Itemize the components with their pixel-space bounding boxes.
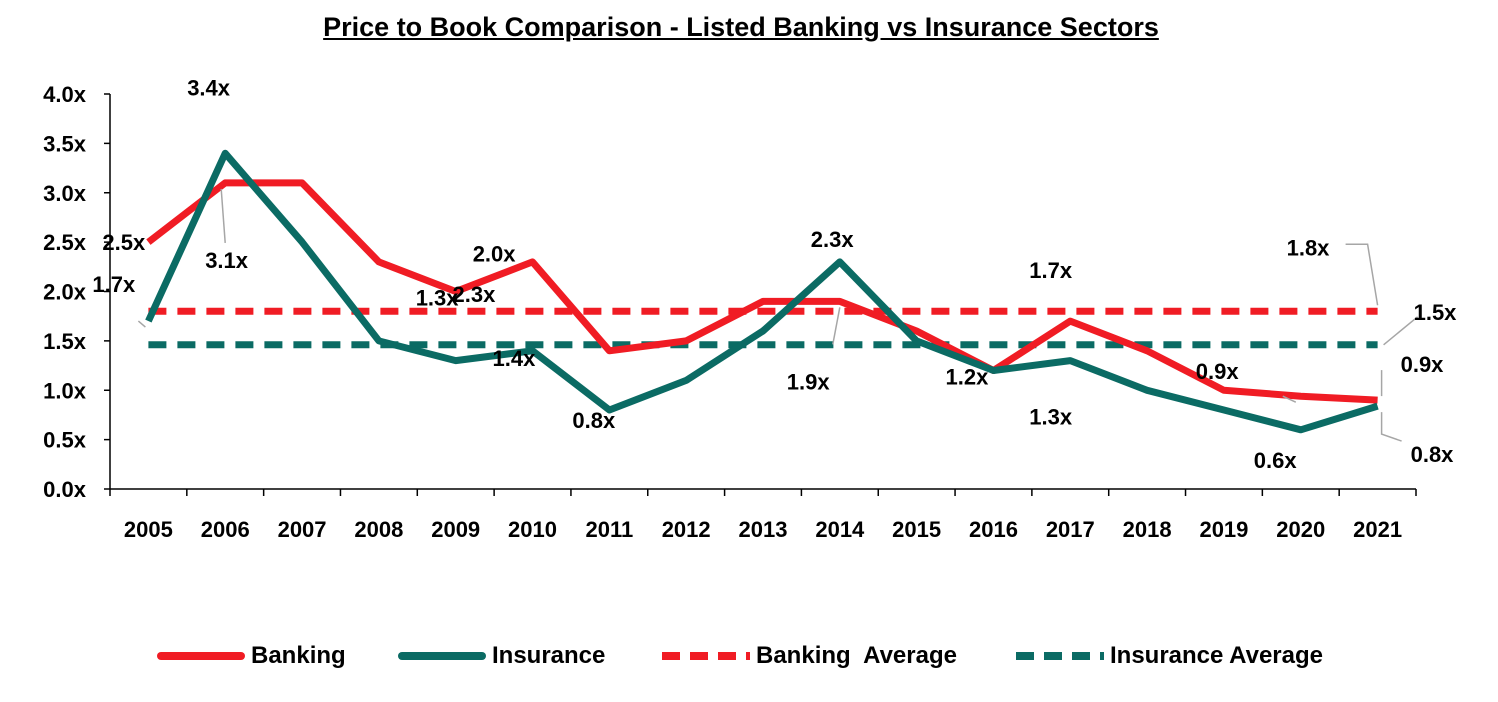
y-tick-label: 1.0x xyxy=(43,378,87,403)
y-tick-label: 3.5x xyxy=(43,131,87,156)
x-tick-label: 2007 xyxy=(278,517,327,542)
y-tick-label: 4.0x xyxy=(43,82,87,107)
data-label: 0.9x xyxy=(1196,359,1240,384)
line-chart: 0.0x 0.5x 1.0x 1.5x 2.0x 2.5x 3.0x 3.5x 4.0x 2005… xyxy=(43,75,1458,542)
legend-item-insurance-average: Insurance Average xyxy=(1016,636,1323,676)
data-label: 1.9x xyxy=(787,369,831,394)
y-tick-label: 1.5x xyxy=(43,329,87,354)
axes: 0.0x 0.5x 1.0x 1.5x 2.0x 2.5x 3.0x 3.5x 4.0x 2005… xyxy=(43,82,1417,542)
x-tick-label: 2013 xyxy=(739,517,788,542)
x-tick-label: 2005 xyxy=(124,517,173,542)
leader-line xyxy=(1282,395,1297,403)
series-line-banking xyxy=(146,179,1378,404)
legend-swatch-insurance-average xyxy=(1016,652,1104,660)
data-label: 3.1x xyxy=(205,248,249,273)
leader-line xyxy=(220,188,226,243)
data-label: 2.3x xyxy=(453,282,497,307)
data-label: 2.0x xyxy=(473,242,517,267)
data-label: 2.5x xyxy=(102,230,146,255)
legend-item-insurance: Insurance xyxy=(398,636,605,676)
legend-label-banking-average: Banking Average xyxy=(756,642,957,669)
series-lines xyxy=(145,149,1379,434)
x-tick-label: 2011 xyxy=(585,517,633,542)
y-tick-label: 2.5x xyxy=(43,230,87,255)
y-tick-label: 0.0x xyxy=(43,477,87,502)
leader-line xyxy=(1383,316,1419,346)
data-label: 1.8x xyxy=(1287,235,1331,260)
data-label: 0.8x xyxy=(1411,442,1455,467)
x-tick-label: 2008 xyxy=(354,517,403,542)
x-tick-label: 2019 xyxy=(1199,517,1248,542)
legend-label-insurance-average: Insurance Average xyxy=(1110,642,1323,669)
y-tick-label: 2.0x xyxy=(43,280,87,305)
chart-title: Price to Book Comparison - Listed Bankin… xyxy=(323,12,1159,42)
data-label: 2.3x xyxy=(811,227,855,252)
x-tick-label: 2016 xyxy=(969,517,1018,542)
data-label: 1.3x xyxy=(1029,405,1073,430)
data-label: 0.8x xyxy=(572,408,616,433)
x-tick-label: 2017 xyxy=(1046,517,1095,542)
data-label: 1.4x xyxy=(493,346,537,371)
legend-swatch-banking xyxy=(157,652,245,660)
x-tick-label: 2014 xyxy=(815,517,865,542)
x-tick-label: 2020 xyxy=(1276,517,1325,542)
leader-line xyxy=(137,320,146,328)
leader-line xyxy=(1380,412,1402,442)
data-label: 1.7x xyxy=(92,272,136,297)
y-tick-label: 0.5x xyxy=(43,428,87,453)
leader-line xyxy=(1345,243,1379,306)
data-labels: 2.5x1.7x3.4x3.1x 2.0x1.3x2.3x1.4x0.8x2.3x… xyxy=(92,75,1458,473)
legend-item-banking-average: Banking Average xyxy=(662,636,957,676)
series-line-insurance xyxy=(145,149,1379,434)
data-label: 0.6x xyxy=(1254,448,1298,473)
y-tick-label: 3.0x xyxy=(43,181,87,206)
x-tick-label: 2009 xyxy=(431,517,480,542)
data-label: 1.2x xyxy=(946,365,990,390)
data-label: 0.9x xyxy=(1401,352,1445,377)
legend-label-insurance: Insurance xyxy=(492,642,606,669)
x-tick-label: 2006 xyxy=(201,517,250,542)
legend-swatch-insurance xyxy=(398,652,486,660)
x-tick-label: 2021 xyxy=(1353,517,1402,542)
legend-label-banking: Banking xyxy=(251,642,346,669)
data-label: 1.7x xyxy=(1029,258,1073,283)
data-label: 1.3x xyxy=(416,286,460,311)
legend-item-banking: Banking xyxy=(157,636,346,676)
data-label: 1.5x xyxy=(1414,300,1458,325)
x-tick-label: 2012 xyxy=(662,517,711,542)
x-tick-label: 2010 xyxy=(508,517,557,542)
legend-swatch-banking-average xyxy=(662,652,750,660)
legend: Banking Insurance Banking Average Insura… xyxy=(0,636,1498,676)
leader-line xyxy=(832,307,841,345)
x-tick-label: 2018 xyxy=(1123,517,1172,542)
x-tick-label: 2015 xyxy=(892,517,941,542)
label-leader-lines xyxy=(137,188,1419,442)
data-label: 3.4x xyxy=(187,75,231,100)
